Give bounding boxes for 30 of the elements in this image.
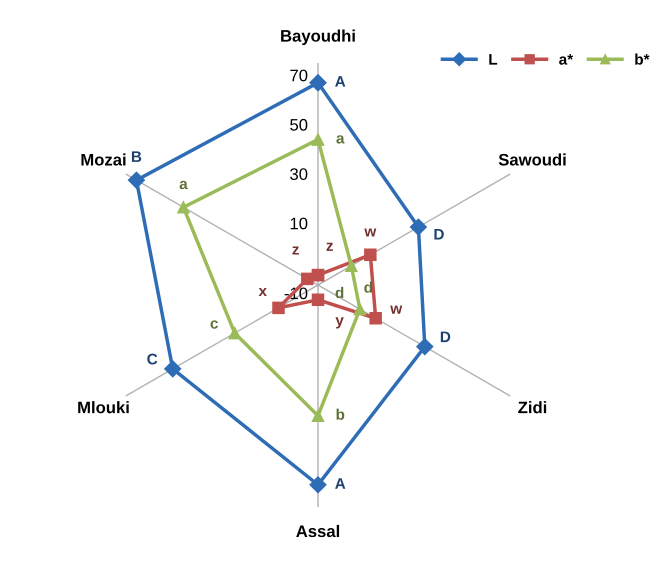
data-label: w xyxy=(364,228,376,237)
data-label: a xyxy=(336,135,345,144)
data-label: A xyxy=(335,76,346,87)
data-label: b xyxy=(336,408,344,420)
spoke-label: Zidi xyxy=(518,401,546,414)
spoke-label: Sawoudi xyxy=(498,153,566,166)
spoke-label: Mozai xyxy=(81,153,126,166)
legend-label: L xyxy=(489,54,498,65)
data-label: B xyxy=(132,151,142,162)
y-tick-label: 50 xyxy=(290,118,308,131)
data-label: a xyxy=(180,180,188,190)
data-label: A xyxy=(335,478,346,489)
y-tick-label: 10 xyxy=(290,218,308,230)
spoke-label: Assal xyxy=(296,524,340,538)
y-tick-label: 30 xyxy=(290,168,308,180)
spoke-label: Bayoudhi xyxy=(281,30,355,46)
data-label: C xyxy=(147,354,158,364)
data-label: D xyxy=(434,228,444,240)
data-label: y xyxy=(335,317,344,329)
y-tick-label: 70 xyxy=(290,70,308,82)
data-label: D xyxy=(440,332,450,342)
legend-label: b* xyxy=(635,54,650,65)
data-label: w xyxy=(390,306,402,314)
spoke-label: Mlouki xyxy=(78,401,129,414)
data-label: c xyxy=(210,320,218,329)
data-label: z xyxy=(292,246,299,255)
data-label: x xyxy=(258,288,267,296)
legend-label: a* xyxy=(559,54,574,65)
data-label: z xyxy=(326,242,333,251)
data-label: d xyxy=(336,286,344,298)
